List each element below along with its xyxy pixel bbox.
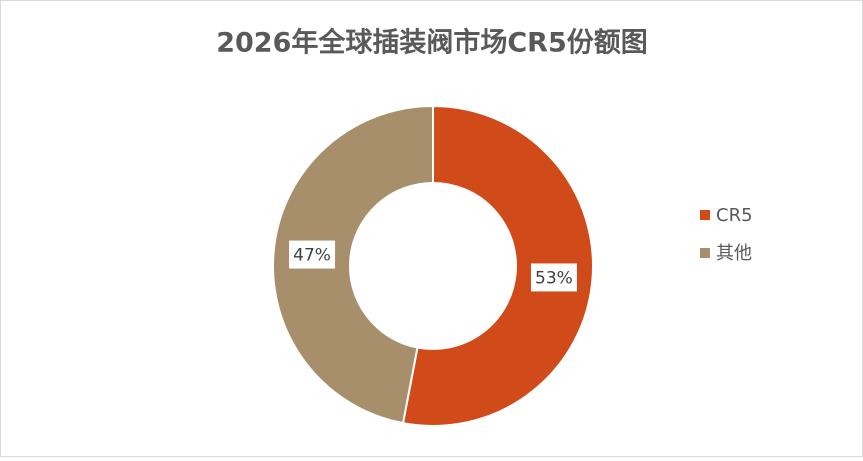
legend-label: 其他 (716, 243, 752, 264)
donut-slice (401, 104, 594, 427)
data-label: 47% (293, 246, 331, 266)
donut-slice (272, 104, 434, 425)
legend-swatch (700, 248, 710, 258)
legend-label: CR5 (716, 205, 753, 226)
data-label: 53% (535, 268, 573, 288)
legend-swatch (700, 210, 710, 220)
chart-title: 2026年全球插装阀市场CR5份额图 (216, 27, 648, 59)
label-box (289, 240, 336, 269)
label-box (530, 263, 577, 292)
